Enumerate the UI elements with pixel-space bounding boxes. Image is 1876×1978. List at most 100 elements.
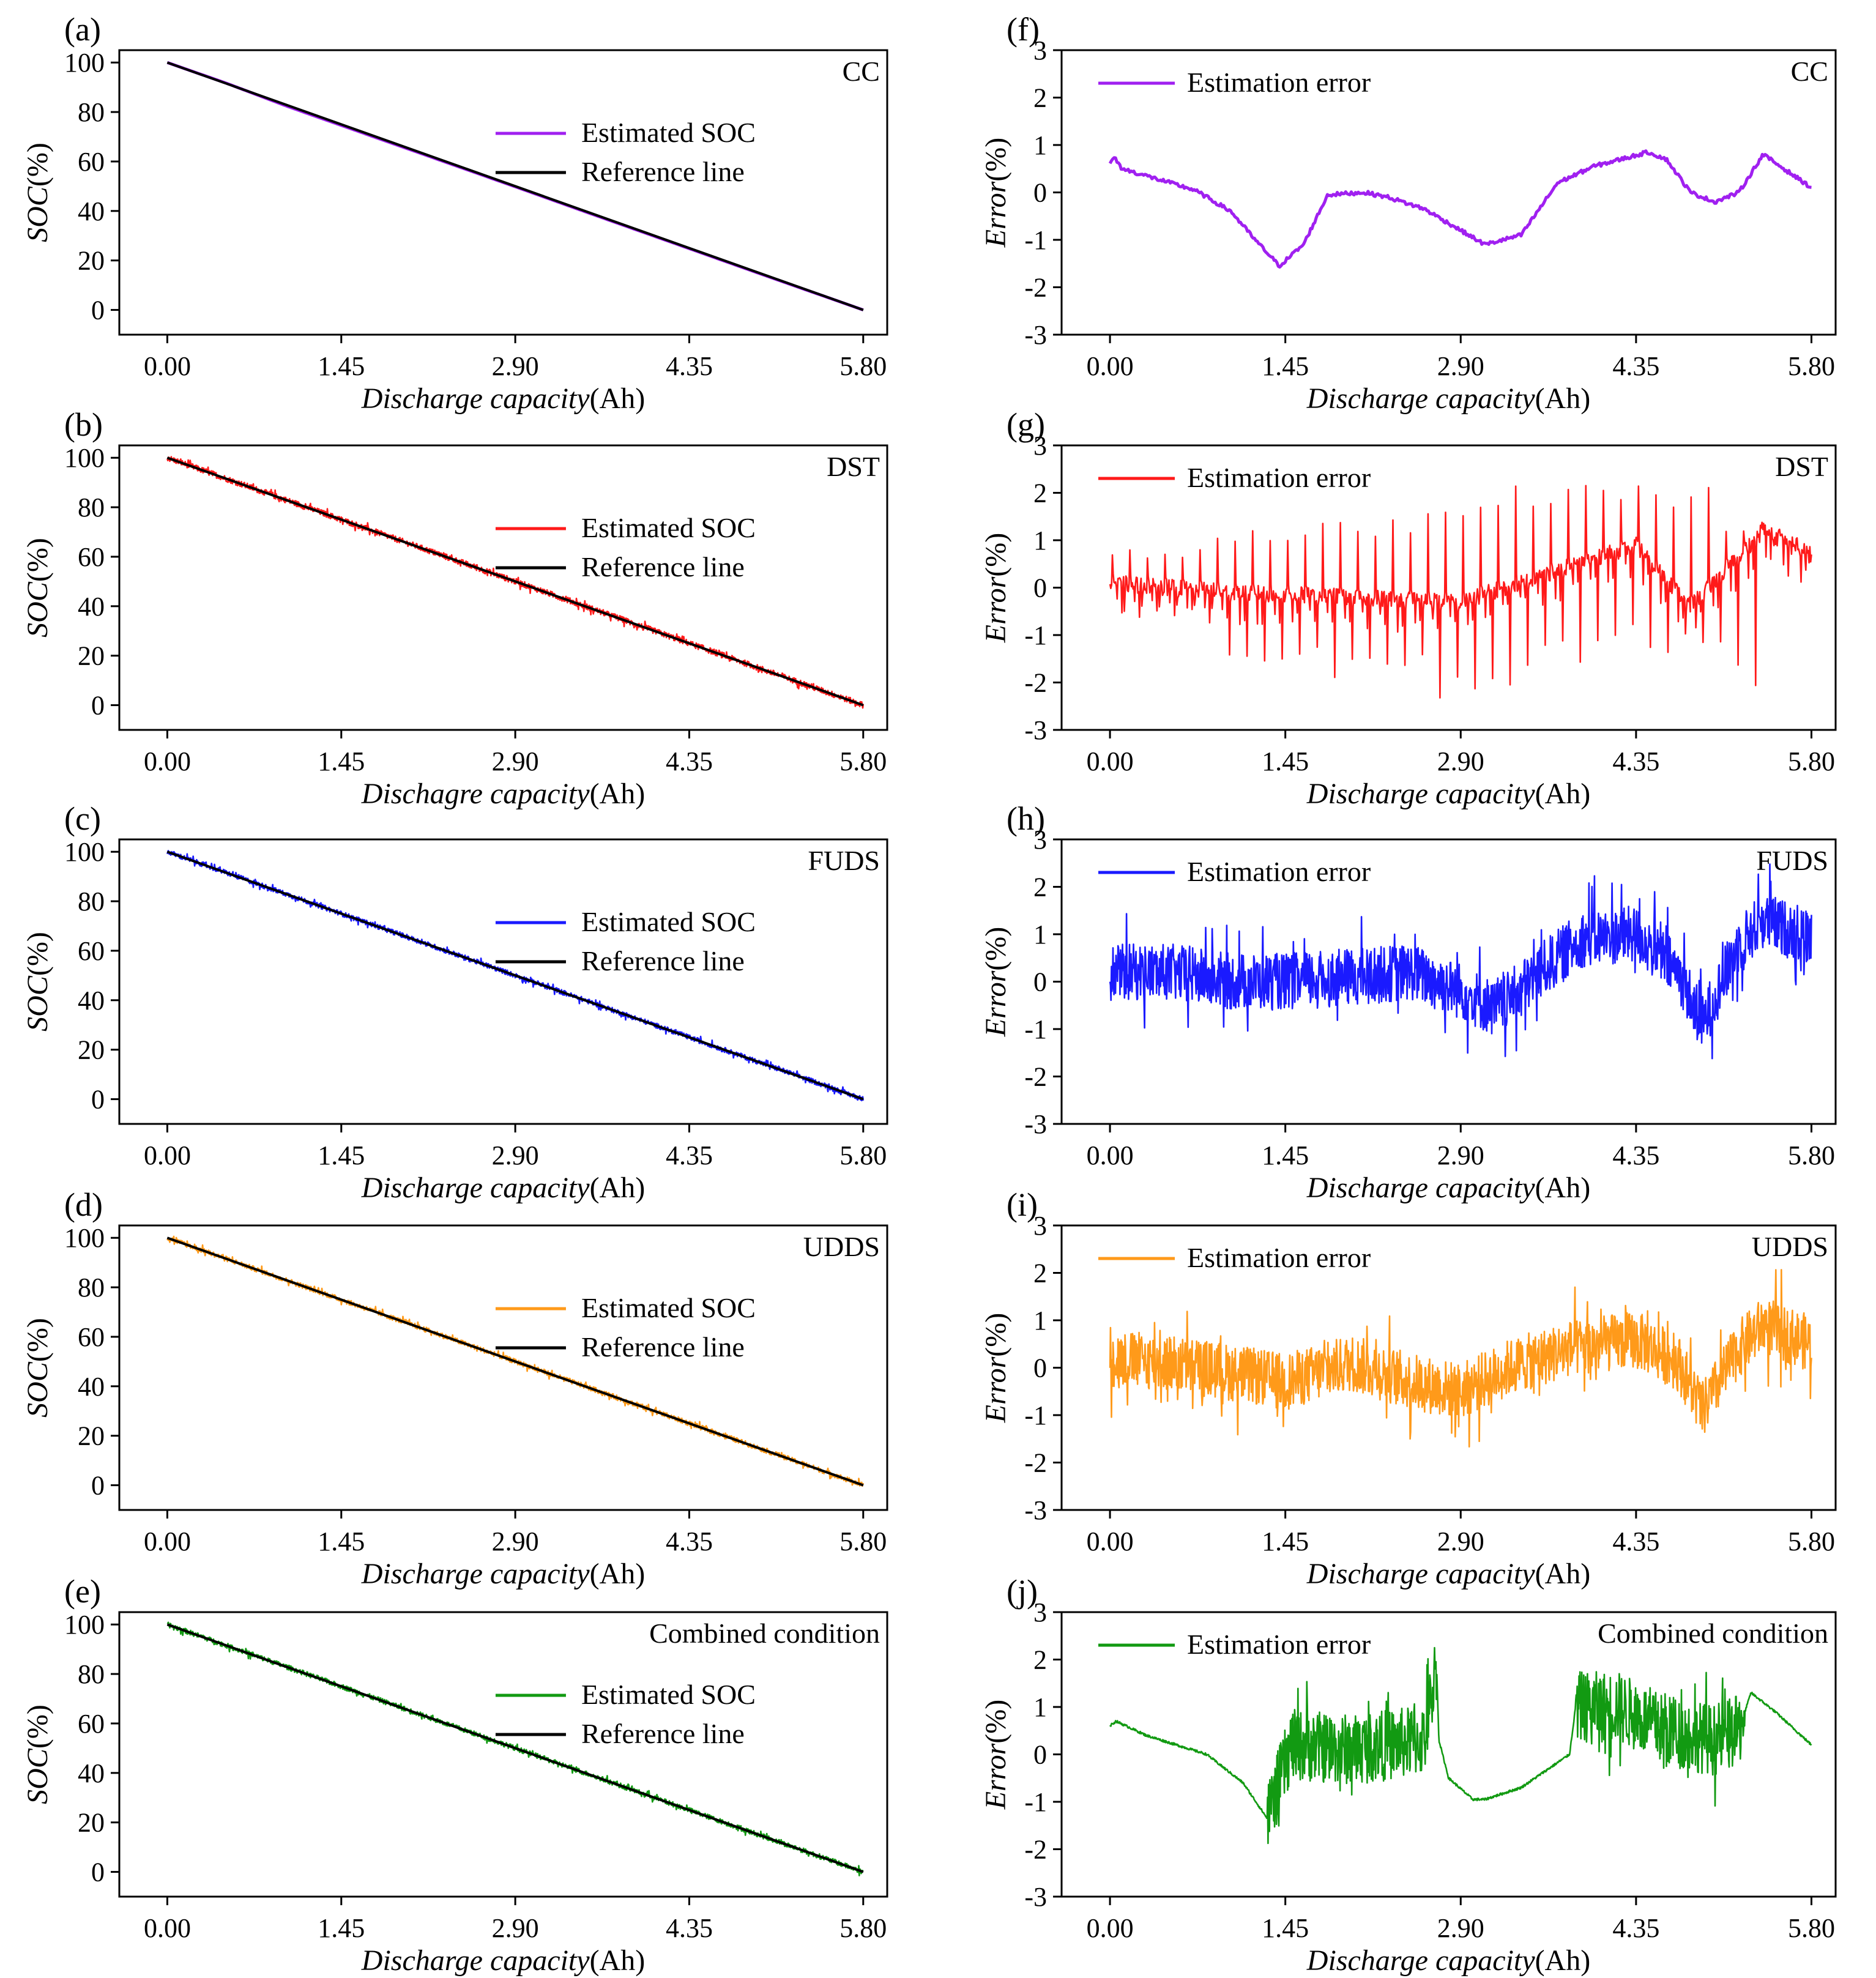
plot-frame [118, 1224, 888, 1511]
panel-h: 0.00 1.45 2.90 4.35 5.80 -3 -2 -1 0 1 2 3 Discharge … [980, 800, 1837, 1204]
condition-label: DST [1775, 451, 1828, 482]
x-axis-title: Discharge capacity(Ah) [1306, 1558, 1590, 1590]
y-axis-title: Error(%) [980, 927, 1012, 1038]
legend-label: Estimated SOC [581, 1292, 756, 1323]
reference-line-overlay-e [166, 1623, 864, 1873]
x-tick-label: 4.35 [1612, 1140, 1659, 1170]
x-tick-label: 2.90 [1437, 746, 1484, 776]
x-tick-label: 0.00 [144, 746, 191, 776]
x-tick-label: 1.45 [1262, 351, 1309, 381]
legend-label: Estimation error [1187, 1242, 1371, 1273]
x-tick-label: 0.00 [144, 1526, 191, 1556]
condition-label: DST [827, 451, 880, 482]
y-tick-label: 0 [91, 1085, 105, 1115]
x-tick-label: 1.45 [318, 1526, 365, 1556]
y-tick-label: -1 [1024, 620, 1047, 650]
y-tick-label: -2 [1024, 1448, 1047, 1478]
plot-frame [1060, 49, 1837, 336]
panel-f: 0.00 1.45 2.90 4.35 5.80 -3 -2 -1 0 1 2 3 Discharge … [980, 11, 1837, 415]
series-estimation-error-h [1109, 863, 1812, 1060]
x-tick-label: 5.80 [1788, 1526, 1835, 1556]
y-tick-label: 60 [78, 147, 105, 177]
plot-frame [118, 1611, 888, 1898]
legend-label: Reference line [581, 1718, 745, 1749]
y-tick-label: 0 [91, 1857, 105, 1887]
condition-label: FUDS [1756, 845, 1828, 876]
y-tick-label: 20 [78, 1035, 105, 1065]
x-tick-label: 2.90 [492, 351, 539, 381]
legend-label: Estimated SOC [581, 906, 756, 937]
x-tick-label: 2.90 [492, 1140, 539, 1170]
x-axis-title: Discharge capacity(Ah) [361, 1944, 645, 1977]
y-tick-label: -1 [1024, 1400, 1047, 1430]
x-tick-label: 0.00 [1087, 1526, 1134, 1556]
legend-label: Estimated SOC [581, 117, 756, 148]
series-estimation-error-j [1109, 1646, 1812, 1845]
y-tick-label: -3 [1024, 1495, 1047, 1525]
panel-letter: (h) [1007, 800, 1045, 837]
y-tick-label: 0 [1033, 573, 1047, 603]
plot-frame [118, 838, 888, 1125]
x-axis-title: Dischagre capacity(Ah) [361, 778, 645, 810]
y-tick-label: 3 [1033, 35, 1047, 65]
x-tick-label: 4.35 [1612, 1526, 1659, 1556]
plot-frame [118, 444, 888, 731]
y-tick-label: 3 [1033, 825, 1047, 855]
x-tick-label: 5.80 [839, 1526, 887, 1556]
y-tick-label: -3 [1024, 1882, 1047, 1912]
y-tick-label: 40 [78, 1758, 105, 1788]
y-tick-label: 100 [64, 1610, 105, 1640]
y-tick-label: 100 [64, 1223, 105, 1253]
panel-letter: (c) [64, 800, 101, 837]
x-axis-title: Discharge capacity(Ah) [1306, 778, 1590, 810]
y-tick-label: 1 [1033, 920, 1047, 950]
x-tick-label: 0.00 [144, 1913, 191, 1943]
y-axis-title: Error(%) [980, 533, 1012, 644]
y-tick-label: -2 [1024, 668, 1047, 698]
y-tick-label: 60 [78, 1709, 105, 1739]
y-tick-label: 2 [1033, 872, 1047, 902]
y-tick-label: 40 [78, 196, 105, 226]
y-tick-label: -3 [1024, 715, 1047, 745]
condition-label: Combined condition [1598, 1618, 1828, 1649]
x-tick-label: 4.35 [1612, 746, 1659, 776]
legend-label: Estimated SOC [581, 1679, 756, 1710]
x-tick-label: 5.80 [1788, 351, 1835, 381]
y-tick-label: 1 [1033, 1692, 1047, 1722]
x-tick-label: 1.45 [318, 1140, 365, 1170]
y-tick-label: 20 [78, 1808, 105, 1838]
reference-line-overlay-c [166, 850, 864, 1101]
panel-letter: (j) [1007, 1573, 1038, 1610]
x-tick-label: 5.80 [1788, 746, 1835, 776]
y-axis-title: SOC(%) [21, 932, 54, 1032]
y-axis-title: Error(%) [980, 138, 1012, 248]
legend-label: Estimated SOC [581, 512, 756, 543]
y-tick-label: 1 [1033, 1306, 1047, 1336]
x-tick-label: 4.35 [666, 746, 713, 776]
x-tick-label: 4.35 [1612, 351, 1659, 381]
x-tick-label: 2.90 [492, 746, 539, 776]
panel-j: 0.00 1.45 2.90 4.35 5.80 -3 -2 -1 0 1 2 3 Discharge … [980, 1573, 1837, 1977]
y-tick-label: -1 [1024, 1787, 1047, 1817]
x-tick-label: 1.45 [318, 1913, 365, 1943]
y-tick-label: -3 [1024, 1109, 1047, 1139]
panel-i: 0.00 1.45 2.90 4.35 5.80 -3 -2 -1 0 1 2 3 Discharge … [980, 1186, 1837, 1590]
x-axis-title: Discharge capacity(Ah) [361, 1172, 645, 1204]
series-estimation-error-g [1109, 485, 1812, 699]
y-axis-title: SOC(%) [21, 538, 54, 638]
x-tick-label: 2.90 [492, 1913, 539, 1943]
y-tick-label: 80 [78, 887, 105, 916]
y-tick-label: 80 [78, 97, 105, 127]
x-tick-label: 1.45 [1262, 1140, 1309, 1170]
y-tick-label: -1 [1024, 1014, 1047, 1044]
y-tick-label: 20 [78, 641, 105, 671]
x-tick-label: 0.00 [1087, 351, 1134, 381]
y-tick-label: 20 [78, 246, 105, 276]
y-tick-label: 60 [78, 542, 105, 572]
panel-letter: (a) [64, 11, 101, 48]
x-tick-label: 2.90 [1437, 1140, 1484, 1170]
x-tick-label: 4.35 [1612, 1913, 1659, 1943]
y-tick-label: 80 [78, 1659, 105, 1689]
y-tick-label: -2 [1024, 1062, 1047, 1092]
